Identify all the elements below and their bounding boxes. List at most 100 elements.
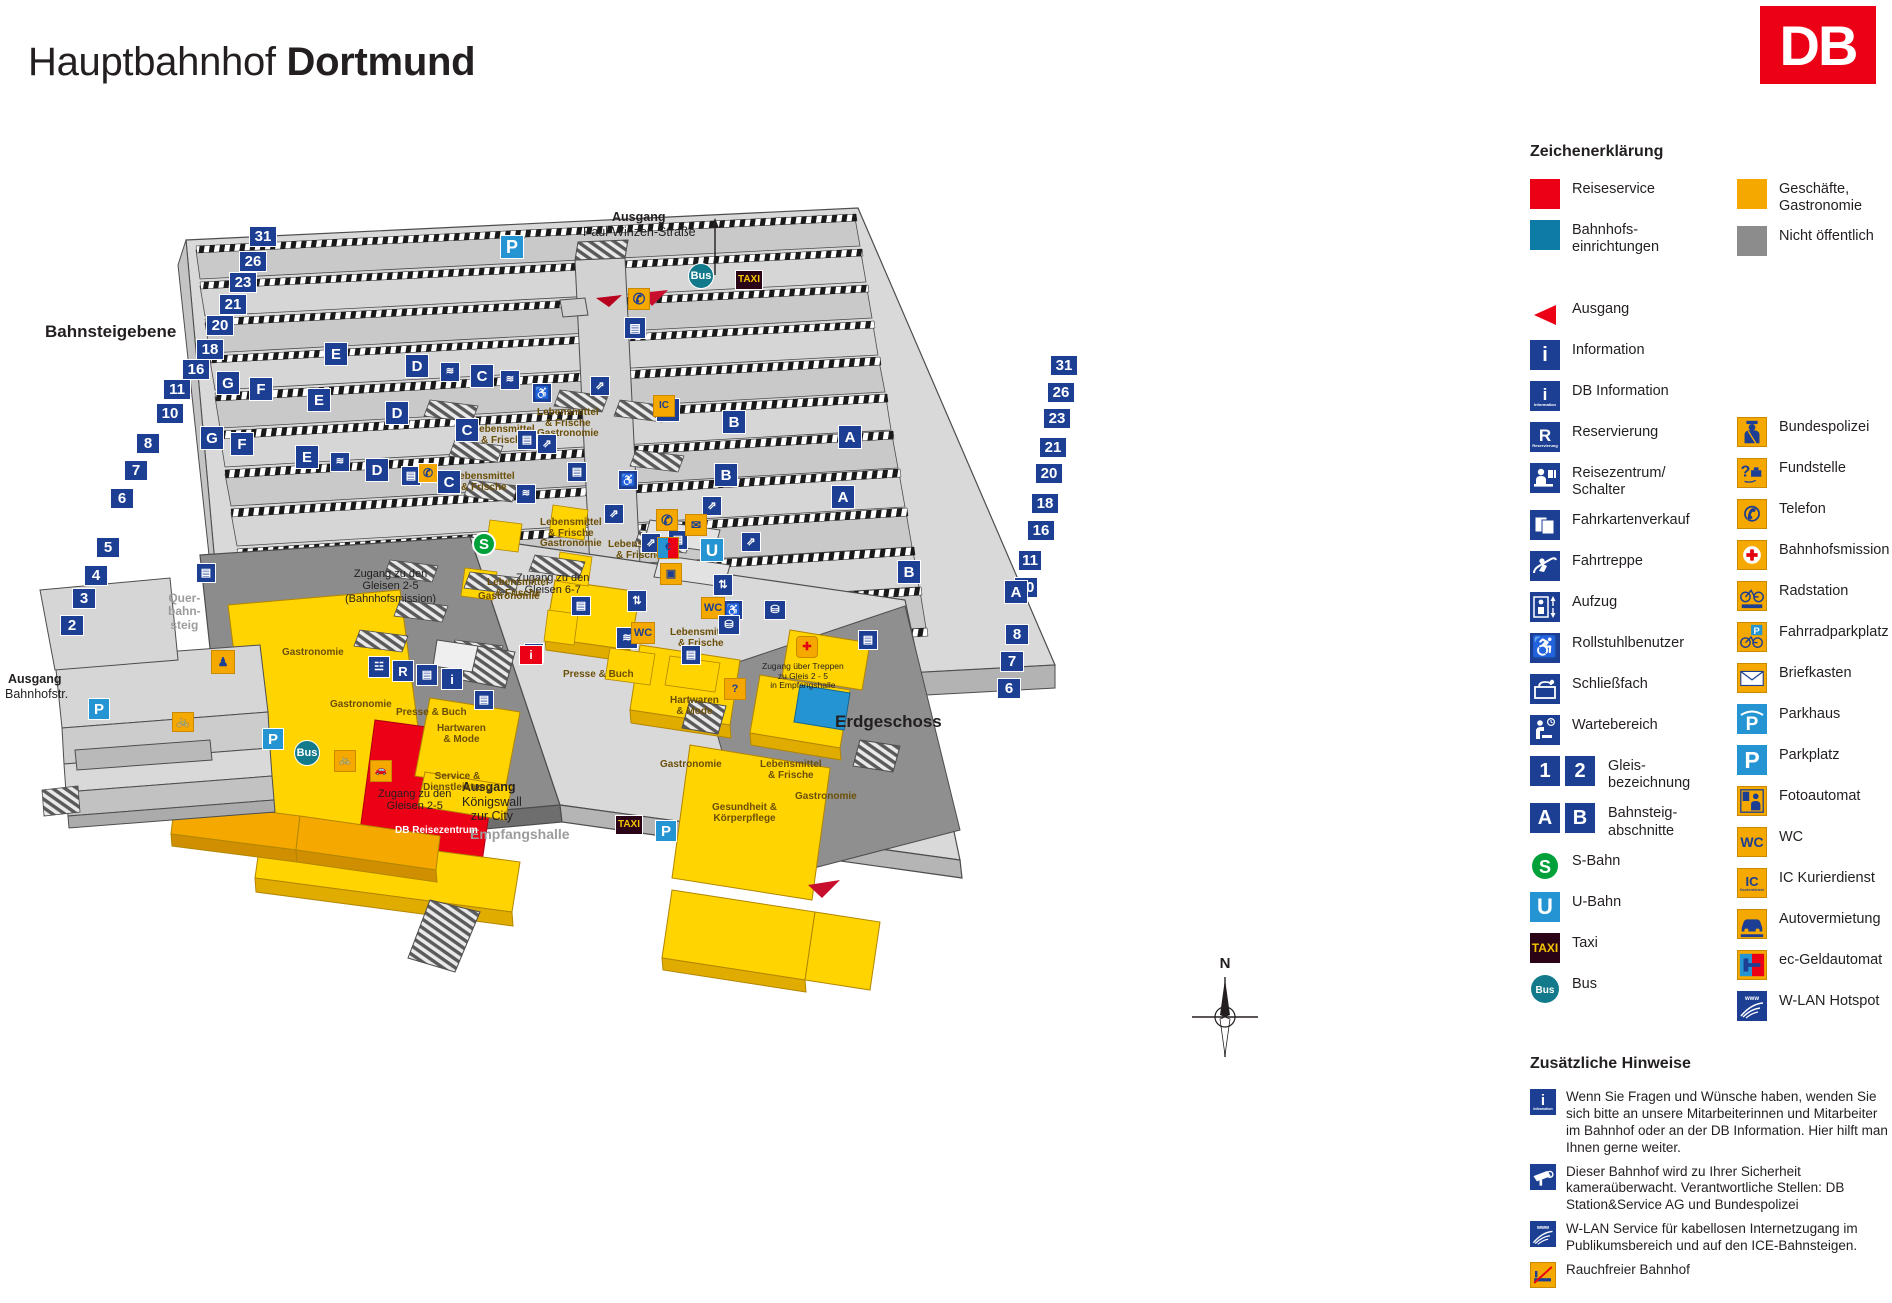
platform-number[interactable]: 6 — [110, 488, 134, 509]
platform-number[interactable]: 3 — [72, 588, 96, 609]
platform-number[interactable]: 23 — [229, 272, 257, 293]
db-information-icon[interactable]: i — [519, 645, 543, 665]
wheelchair-icon[interactable]: ♿ — [532, 383, 552, 403]
platform-number[interactable]: 5 — [96, 537, 120, 558]
lost-property-icon[interactable]: ? — [724, 678, 746, 700]
postbox-icon[interactable]: ✉ — [685, 514, 707, 536]
u-bahn-icon[interactable]: U — [700, 538, 724, 562]
platform-section[interactable]: D — [365, 458, 389, 482]
platform-number[interactable]: 7 — [124, 460, 148, 481]
bus-icon[interactable]: Bus — [294, 740, 320, 766]
parking-lot-icon[interactable]: P — [500, 235, 524, 259]
wc-icon[interactable]: WC — [631, 622, 655, 644]
escalator-icon[interactable]: ⇗ — [537, 434, 557, 454]
photo-booth-icon[interactable]: ▣ — [660, 563, 682, 585]
platform-section[interactable]: G — [200, 426, 224, 450]
locker-icon[interactable]: ⛁ — [764, 600, 786, 620]
telephone-icon[interactable]: ✆ — [418, 463, 438, 483]
platform-number[interactable]: 31 — [1050, 355, 1078, 376]
platform-number[interactable]: 4 — [84, 565, 108, 586]
platform-section[interactable]: A — [838, 425, 862, 449]
platform-section[interactable]: F — [249, 377, 273, 401]
platform-number[interactable]: 2 — [60, 615, 84, 636]
ticket-sales-icon[interactable]: ▤ — [196, 563, 216, 583]
platform-number[interactable]: 10 — [156, 403, 184, 424]
information-icon[interactable]: i — [441, 668, 463, 690]
platform-number[interactable]: 7 — [1000, 651, 1024, 672]
wc-icon[interactable]: WC — [701, 597, 725, 619]
bike-parking-icon[interactable]: 🚲 — [334, 750, 356, 772]
ticket-sales-icon[interactable]: ▤ — [474, 690, 494, 710]
platform-section[interactable]: A — [831, 485, 855, 509]
platform-section[interactable]: C — [470, 364, 494, 388]
atm-icon[interactable]: € — [657, 537, 679, 559]
platform-number[interactable]: 16 — [1027, 520, 1055, 541]
ticket-sales-icon[interactable]: ▤ — [416, 664, 438, 686]
escalator-icon[interactable]: ⇗ — [590, 376, 610, 396]
ticket-sales-icon[interactable]: ▤ — [567, 462, 587, 482]
platform-section[interactable]: B — [722, 410, 746, 434]
wlan-icon[interactable]: ≋ — [516, 484, 536, 504]
escalator-icon[interactable]: ⇗ — [604, 504, 624, 524]
elevator-icon[interactable]: ⇅ — [713, 574, 733, 596]
ic-courier-icon[interactable]: IC — [653, 395, 675, 417]
platform-number[interactable]: 23 — [1043, 408, 1071, 429]
taxi-icon[interactable]: TAXI — [615, 815, 643, 835]
telephone-icon[interactable]: ✆ — [656, 509, 678, 531]
platform-number[interactable]: 8 — [1005, 624, 1029, 645]
station-map[interactable]: Bahnsteigebene Erdgeschoss Empfangshalle… — [0, 100, 1230, 1100]
reservation-icon[interactable]: R — [392, 660, 414, 682]
platform-section[interactable]: E — [307, 388, 331, 412]
platform-section[interactable]: A — [1004, 580, 1028, 604]
wheelchair-icon[interactable]: ♿ — [618, 470, 638, 490]
parking-lot-icon[interactable]: P — [262, 728, 284, 750]
ticket-sales-icon[interactable]: ▤ — [858, 630, 878, 650]
wlan-icon[interactable]: ≋ — [330, 452, 350, 472]
parking-lot-icon[interactable]: P — [655, 820, 677, 842]
platform-number[interactable]: 31 — [249, 226, 277, 247]
platform-section[interactable]: E — [295, 445, 319, 469]
platform-number[interactable]: 21 — [219, 294, 247, 315]
platform-section[interactable]: D — [405, 354, 429, 378]
bike-station-icon[interactable]: 🚲 — [172, 712, 194, 732]
parking-lot-icon[interactable]: P — [88, 698, 110, 720]
platform-section[interactable]: D — [385, 401, 409, 425]
platform-number[interactable]: 26 — [1047, 382, 1075, 403]
platform-number[interactable]: 20 — [1035, 463, 1063, 484]
platform-number[interactable]: 16 — [182, 359, 210, 380]
car-rental-icon[interactable]: 🚗 — [370, 760, 392, 782]
locker-icon[interactable]: ⛁ — [718, 615, 740, 635]
platform-section[interactable]: E — [324, 342, 348, 366]
taxi-icon[interactable]: TAXI — [735, 270, 763, 290]
platform-number[interactable]: 11 — [163, 379, 191, 400]
platform-number[interactable]: 8 — [136, 433, 160, 454]
bus-icon[interactable]: Bus — [688, 263, 714, 289]
platform-number[interactable]: 20 — [206, 315, 234, 336]
platform-section[interactable]: B — [714, 463, 738, 487]
platform-number[interactable]: 26 — [239, 251, 267, 272]
ticket-sales-icon[interactable]: ▤ — [571, 596, 591, 616]
platform-section[interactable]: F — [230, 432, 254, 456]
wlan-icon[interactable]: ≋ — [500, 370, 520, 390]
platform-number[interactable]: 11 — [1018, 550, 1042, 571]
escalator-icon[interactable]: ⇗ — [702, 496, 722, 516]
station-mission-icon[interactable]: ✚ — [796, 636, 818, 658]
federal-police-icon[interactable]: ♟ — [211, 650, 235, 674]
platform-number[interactable]: 18 — [1031, 493, 1059, 514]
platform-number[interactable]: 21 — [1039, 437, 1067, 458]
ticket-sales-icon[interactable]: ▤ — [624, 317, 646, 339]
ticket-sales-icon[interactable]: ▤ — [517, 430, 537, 450]
platform-section[interactable]: G — [216, 371, 240, 395]
telephone-icon[interactable]: ✆ — [628, 288, 650, 310]
platform-section[interactable]: C — [437, 470, 461, 494]
s-bahn-icon[interactable]: S — [472, 532, 496, 556]
elevator-icon[interactable]: ⇅ — [627, 590, 647, 612]
platform-number[interactable]: 18 — [196, 339, 224, 360]
travel-centre-icon[interactable]: ☳ — [368, 656, 390, 678]
platform-section[interactable]: C — [455, 418, 479, 442]
wlan-icon[interactable]: ≋ — [440, 362, 460, 382]
platform-section[interactable]: B — [897, 560, 921, 584]
ticket-sales-icon[interactable]: ▤ — [681, 645, 701, 665]
escalator-icon[interactable]: ⇗ — [741, 532, 761, 552]
platform-number[interactable]: 6 — [997, 678, 1021, 699]
